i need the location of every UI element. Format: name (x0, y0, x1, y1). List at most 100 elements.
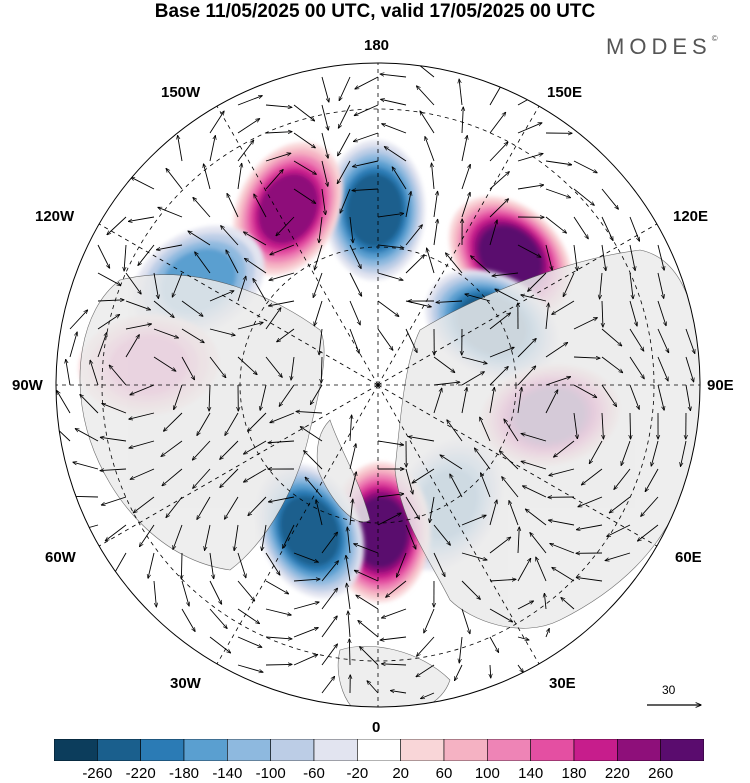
wind-vector (181, 552, 182, 579)
wind-vector (573, 357, 600, 358)
wind-vector (129, 440, 155, 448)
wind-vector (517, 244, 541, 257)
reference-vector-arrow (647, 696, 705, 712)
wind-vector (430, 496, 435, 523)
wind-vector (481, 473, 491, 498)
wind-vector (685, 384, 690, 411)
wind-vector (629, 300, 637, 326)
lon-label-120w: 120W (35, 208, 75, 225)
wind-vector (405, 225, 422, 246)
land-greenland (316, 419, 371, 523)
wind-vector (578, 496, 603, 507)
meridian-line (377, 105, 540, 386)
wind-vector (181, 300, 203, 316)
wind-vector (316, 500, 323, 526)
wind-vector (518, 527, 519, 554)
wind-vector (321, 104, 328, 130)
land-eurasia (394, 249, 700, 629)
wind-vector (545, 216, 566, 233)
wind-vector (265, 580, 289, 594)
wind-vector (651, 440, 659, 466)
wind-vector (321, 644, 337, 666)
wind-vector (517, 338, 536, 358)
wind-vector (433, 191, 438, 218)
wind-vector (573, 244, 577, 271)
wind-vector (348, 611, 351, 638)
wind-vector (347, 527, 351, 554)
lon-label-30e: 30E (549, 675, 576, 692)
wind-vector (544, 593, 546, 610)
wind-vector (358, 620, 379, 638)
colorbar-swatch (400, 739, 445, 761)
wind-vector (172, 272, 183, 297)
wind-vector (405, 468, 413, 494)
chart-title: Base 11/05/2025 00 UTC, valid 17/05/2025… (154, 1, 596, 22)
wind-vector (381, 99, 407, 106)
wind-vector (338, 132, 351, 156)
wind-vector (73, 462, 99, 470)
wind-vector (319, 216, 323, 243)
wind-vector (268, 441, 295, 443)
wind-vector (657, 328, 669, 353)
wind-vector (489, 199, 509, 218)
wind-vector (156, 244, 183, 250)
wind-vector (630, 412, 631, 439)
wind-vector (237, 322, 263, 330)
wind-vector (131, 177, 155, 190)
wind-vector (421, 692, 435, 699)
wind-vector (573, 188, 594, 205)
wind-vector (382, 664, 407, 665)
wind-vector (380, 636, 407, 640)
land-masses (79, 249, 700, 707)
wind-vector (545, 303, 549, 330)
wind-vector (107, 216, 127, 235)
wind-vector (97, 315, 120, 330)
colorbar-swatch (530, 739, 575, 761)
colorbar-tick-label: 100 (474, 765, 500, 782)
wind-vector (349, 216, 353, 243)
wind-vector (461, 580, 480, 599)
wind-vector (424, 608, 435, 633)
wind-vector (455, 664, 463, 681)
wind-vector (489, 537, 511, 554)
wind-vector (382, 608, 407, 618)
wind-vector (57, 391, 71, 414)
wind-vector (321, 588, 338, 610)
wind-vector (224, 496, 239, 519)
wind-vector (461, 515, 486, 526)
wind-vector (178, 135, 183, 162)
lon-label-60w: 60W (45, 549, 76, 566)
wind-vector (153, 580, 156, 607)
wind-vector (459, 636, 463, 663)
wind-vector (552, 300, 575, 314)
wind-vector (80, 394, 99, 414)
wind-vector (517, 558, 531, 582)
wind-vector (148, 552, 155, 578)
wind-vector (237, 552, 246, 578)
wind-vector (621, 440, 631, 465)
wind-vectors (56, 63, 695, 699)
wind-vector (293, 628, 318, 638)
wind-vector (347, 583, 351, 610)
wind-vector (461, 387, 467, 414)
wind-vector (396, 552, 407, 577)
wind-vector (248, 412, 267, 431)
meridian-line (216, 105, 379, 386)
wind-vector (321, 132, 328, 158)
wind-vector (645, 468, 659, 492)
wind-vector (447, 420, 463, 442)
wind-vector (492, 272, 519, 276)
wind-vector (300, 427, 323, 442)
wind-vector (293, 579, 320, 582)
wind-vector (392, 167, 407, 190)
wind-vector (517, 636, 529, 640)
wind-vector (209, 636, 231, 653)
wind-vector (548, 520, 575, 526)
wind-vector (181, 580, 189, 606)
wind-vector (602, 300, 603, 327)
colorbar-tick-label: -20 (346, 765, 369, 782)
wind-vector (352, 189, 379, 191)
lon-label-0: 0 (372, 719, 381, 736)
wind-vector (601, 384, 617, 407)
lon-label-120e: 120E (673, 208, 709, 225)
